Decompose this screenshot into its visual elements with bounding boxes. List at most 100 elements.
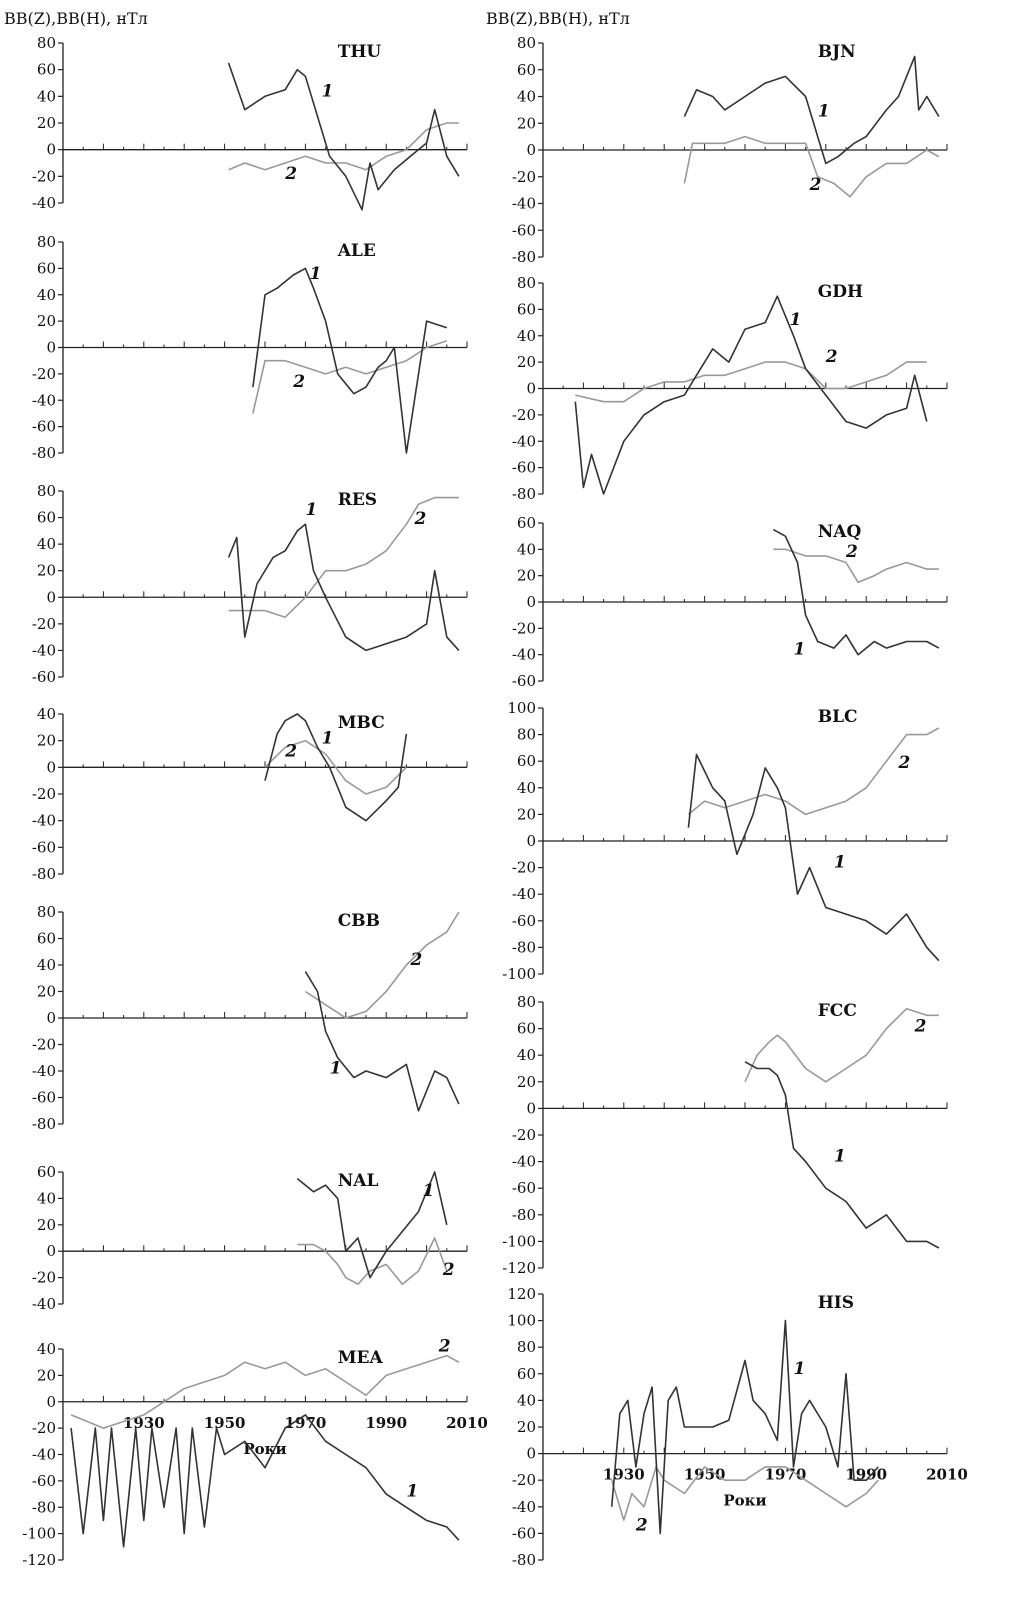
his-y-tick-label: 80	[517, 1338, 536, 1356]
res-series-2-line	[228, 496, 459, 619]
gdh-y-tick-label: 0	[526, 380, 536, 398]
res-y-tick-label: -60	[32, 668, 56, 686]
bjn-curve-label-1: 1	[818, 102, 830, 122]
mea-y-tick-label: 0	[46, 1393, 56, 1411]
mea-curve-label-2: 2	[438, 1337, 451, 1357]
mbc-series-2-line	[264, 739, 407, 795]
naq-series-1-line	[772, 528, 940, 656]
chart-panels: -40-2002040608012THU-80-60-40-2002040608…	[22, 34, 968, 1569]
fcc-series-1-line	[744, 1061, 940, 1249]
blc-y-tick-label: -40	[512, 885, 536, 903]
his-series-1-line	[610, 1319, 879, 1535]
bjn-panel: -80 -60 -40 -20 0 20 40 60 80 1 2 BJN	[512, 34, 948, 266]
ale-y-tick-label: 0	[46, 339, 56, 357]
nal-y-tick-label: 40	[37, 1189, 56, 1207]
nal-y-tick-label: 20	[37, 1216, 56, 1234]
thu-y-tick-label: -20	[32, 167, 56, 185]
gdh-y-tick-label: 20	[517, 353, 536, 371]
gdh-y-tick-label: 80	[517, 274, 536, 292]
mea-y-tick-label: -120	[22, 1551, 56, 1569]
cbb-y-tick-label: 80	[37, 903, 56, 921]
fcc-y-tick-label: -80	[512, 1206, 536, 1224]
mbc-curve-label-1: 1	[322, 728, 334, 748]
ale-curve-label-1: 1	[309, 264, 321, 284]
bjn-y-tick-label: -40	[512, 195, 536, 213]
mbc-panel: -80 -60 -40 -20 0 20 40 1 2 MBC	[32, 705, 468, 883]
his-series-2-line	[610, 1466, 879, 1521]
cbb-y-tick-label: 60	[37, 930, 56, 948]
cbb-panel: -80 -60 -40 -20 0 20 40 60 80 1 2 CBB	[32, 903, 468, 1133]
bjn-y-tick-label: 80	[517, 34, 536, 52]
nal-y-tick-label: -40	[32, 1295, 56, 1313]
thu-y-tick-label: 20	[37, 114, 56, 132]
ale-title: ALE	[337, 241, 376, 261]
nal-panel: -40 -20 0 20 40 60 1 2 NAL	[32, 1163, 468, 1313]
gdh-y-tick-label: 60	[517, 300, 536, 318]
res-series-1-line	[227, 523, 460, 652]
thu-series-1-line	[227, 62, 460, 211]
cbb-series-1-line	[304, 971, 460, 1112]
mea-x-tick-label: 1990	[365, 1414, 407, 1432]
res-title: RES	[338, 490, 377, 510]
mea-y-tick-label: 40	[37, 1340, 56, 1358]
ale-y-tick-label: -40	[32, 391, 56, 409]
mea-series-2-line	[70, 1354, 460, 1429]
mbc-y-tick-label: -80	[32, 865, 56, 883]
his-y-tick-label: -80	[512, 1551, 536, 1569]
fcc-y-tick-label: -120	[502, 1259, 536, 1277]
mea-x-tick-label: 1970	[285, 1414, 327, 1432]
gdh-curve-label-1: 1	[789, 310, 801, 330]
res-curve-label-2: 2	[413, 509, 426, 529]
cbb-y-tick-label: -20	[32, 1036, 56, 1054]
his-curve-label-1: 1	[793, 1359, 805, 1379]
his-y-tick-label: 0	[526, 1445, 536, 1463]
cbb-series-2-line	[304, 911, 460, 1019]
his-y-tick-label: -60	[512, 1524, 536, 1542]
res-panel: -60 -40 -20 0 20 40 60 80 1 2 RES	[32, 482, 468, 686]
thu-panel: -40 -20 0 20 40 60 80 1 2 THU	[32, 34, 468, 212]
fcc-y-tick-label: 40	[517, 1046, 536, 1064]
fcc-y-tick-label: -60	[512, 1179, 536, 1197]
fcc-y-tick-label: -40	[512, 1153, 536, 1171]
his-curve-label-2: 2	[635, 1516, 648, 1536]
gdh-y-tick-label: -20	[512, 406, 536, 424]
res-curve-label-1: 1	[305, 500, 317, 520]
cbb-curve-label-1: 1	[330, 1059, 342, 1079]
cbb-y-tick-label: -80	[32, 1115, 56, 1133]
fcc-panel: -120 -100 -80 -60 -40 -20 0 20 40 60 80 1 2 FCC	[502, 993, 948, 1277]
ale-series-1-line	[252, 267, 448, 454]
blc-panel: -100 -80 -60 -40 -20 0 20 40 60 80 100 1 2 BLC	[502, 699, 948, 983]
ale-y-tick-label: 80	[37, 233, 56, 251]
blc-y-tick-label: 0	[526, 832, 536, 850]
blc-y-tick-label: 40	[517, 779, 536, 797]
res-y-tick-label: 20	[37, 562, 56, 580]
bjn-y-tick-label: -60	[512, 221, 536, 239]
mea-x-tick-label: 1930	[123, 1414, 165, 1432]
nal-y-tick-label: 60	[37, 1163, 56, 1181]
gdh-series-1-line	[574, 295, 928, 495]
res-y-tick-label: 80	[37, 482, 56, 500]
naq-y-tick-label: 40	[517, 540, 536, 558]
nal-curve-label-2: 2	[442, 1260, 455, 1280]
his-x-tick-label: 1930	[603, 1466, 645, 1484]
gdh-y-tick-label: 40	[517, 327, 536, 345]
his-x-tick-label: 1970	[765, 1466, 807, 1484]
bjn-y-tick-label: 20	[517, 114, 536, 132]
naq-y-tick-label: -60	[512, 672, 536, 690]
cbb-y-tick-label: 40	[37, 956, 56, 974]
his-x-tick-label: 1950	[684, 1466, 726, 1484]
nal-y-tick-label: 0	[46, 1242, 56, 1260]
mea-series-1-line	[70, 1414, 460, 1548]
his-x-tick-label: 1990	[845, 1466, 887, 1484]
bjn-y-tick-label: -80	[512, 248, 536, 266]
gdh-y-tick-label: -60	[512, 459, 536, 477]
bjn-title: BJN	[818, 42, 856, 62]
blc-title: BLC	[818, 707, 858, 727]
his-panel: -80 -60 -40 -20 0 20 40 60 80 100 120 1930 1950 1970 1…	[507, 1285, 968, 1569]
cbb-y-tick-label: -60	[32, 1089, 56, 1107]
cbb-y-tick-label: 0	[46, 1009, 56, 1027]
ale-y-tick-label: -20	[32, 365, 56, 383]
mea-y-tick-label: -80	[32, 1498, 56, 1516]
gdh-y-tick-label: -80	[512, 485, 536, 503]
